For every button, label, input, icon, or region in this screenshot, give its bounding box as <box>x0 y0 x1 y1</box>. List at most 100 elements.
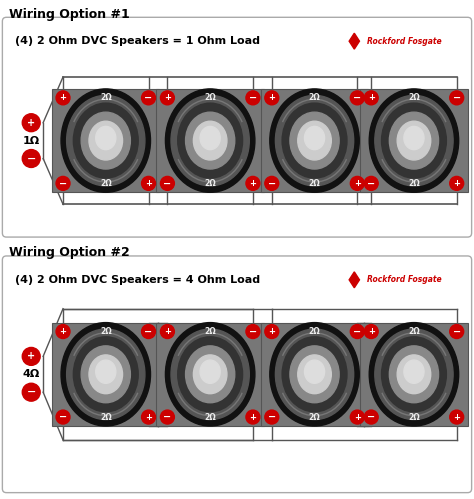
Text: +: + <box>249 179 256 188</box>
Ellipse shape <box>193 355 227 394</box>
Text: 2Ω: 2Ω <box>100 413 112 422</box>
Ellipse shape <box>81 346 130 403</box>
Text: −: − <box>145 93 153 103</box>
Text: 2Ω: 2Ω <box>100 179 112 188</box>
Circle shape <box>142 91 155 105</box>
Ellipse shape <box>404 126 424 150</box>
Ellipse shape <box>397 355 431 394</box>
Circle shape <box>56 177 70 190</box>
Ellipse shape <box>61 89 151 192</box>
Text: Rockford Fosgate: Rockford Fosgate <box>367 275 442 284</box>
Text: +: + <box>164 327 171 336</box>
Circle shape <box>161 410 174 424</box>
Ellipse shape <box>404 360 424 383</box>
Text: 2Ω: 2Ω <box>309 179 320 188</box>
Text: −: − <box>249 326 257 336</box>
Ellipse shape <box>282 337 347 412</box>
Text: +: + <box>453 179 460 188</box>
Ellipse shape <box>171 95 249 186</box>
Text: +: + <box>60 93 66 102</box>
Ellipse shape <box>275 329 354 420</box>
Ellipse shape <box>389 346 438 403</box>
Circle shape <box>22 347 40 365</box>
Text: −: − <box>268 412 276 422</box>
Circle shape <box>265 91 279 105</box>
Ellipse shape <box>389 112 438 169</box>
Ellipse shape <box>185 112 235 169</box>
Circle shape <box>350 324 364 338</box>
Text: +: + <box>27 118 35 128</box>
Ellipse shape <box>304 126 325 150</box>
Text: +: + <box>354 179 361 188</box>
Ellipse shape <box>96 360 116 383</box>
Ellipse shape <box>382 103 447 178</box>
Circle shape <box>161 177 174 190</box>
Circle shape <box>246 177 260 190</box>
Text: 4Ω: 4Ω <box>23 369 40 379</box>
Text: (4) 2 Ohm DVC Speakers = 4 Ohm Load: (4) 2 Ohm DVC Speakers = 4 Ohm Load <box>15 275 260 285</box>
Ellipse shape <box>165 322 255 426</box>
Ellipse shape <box>369 322 459 426</box>
Text: +: + <box>368 327 375 336</box>
Text: −: − <box>27 154 36 164</box>
Text: 2Ω: 2Ω <box>309 413 320 422</box>
Text: Wiring Option #1: Wiring Option #1 <box>9 8 130 21</box>
Circle shape <box>246 324 260 338</box>
Text: +: + <box>368 93 375 102</box>
Ellipse shape <box>200 360 220 383</box>
Ellipse shape <box>369 89 459 192</box>
FancyBboxPatch shape <box>261 322 368 426</box>
FancyBboxPatch shape <box>2 256 472 493</box>
Circle shape <box>450 177 464 190</box>
Circle shape <box>56 324 70 338</box>
FancyBboxPatch shape <box>261 89 368 192</box>
Ellipse shape <box>290 346 339 403</box>
Text: +: + <box>145 179 152 188</box>
FancyBboxPatch shape <box>2 17 472 237</box>
Text: +: + <box>60 327 66 336</box>
Text: +: + <box>453 413 460 422</box>
Circle shape <box>265 410 279 424</box>
Text: +: + <box>354 413 361 422</box>
Text: 2Ω: 2Ω <box>204 179 216 188</box>
Text: −: − <box>353 93 361 103</box>
Ellipse shape <box>96 126 116 150</box>
Ellipse shape <box>171 329 249 420</box>
Text: −: − <box>59 178 67 188</box>
Circle shape <box>56 410 70 424</box>
Ellipse shape <box>67 329 145 420</box>
Text: 2Ω: 2Ω <box>309 327 320 336</box>
Text: Rockford Fosgate: Rockford Fosgate <box>367 36 442 46</box>
Ellipse shape <box>193 121 227 160</box>
Circle shape <box>22 114 40 132</box>
Circle shape <box>364 91 378 105</box>
Ellipse shape <box>61 322 151 426</box>
Circle shape <box>350 177 364 190</box>
Ellipse shape <box>397 121 431 160</box>
Text: −: − <box>27 387 36 397</box>
FancyBboxPatch shape <box>360 322 468 426</box>
Text: 2Ω: 2Ω <box>204 327 216 336</box>
Ellipse shape <box>270 89 359 192</box>
Ellipse shape <box>81 112 130 169</box>
Ellipse shape <box>375 95 453 186</box>
Text: −: − <box>59 412 67 422</box>
Ellipse shape <box>382 337 447 412</box>
Ellipse shape <box>290 112 339 169</box>
Text: −: − <box>268 178 276 188</box>
Circle shape <box>450 410 464 424</box>
Circle shape <box>350 410 364 424</box>
Circle shape <box>450 91 464 105</box>
Circle shape <box>161 91 174 105</box>
Circle shape <box>142 324 155 338</box>
Text: 2Ω: 2Ω <box>100 327 112 336</box>
Ellipse shape <box>185 346 235 403</box>
Text: −: − <box>164 412 172 422</box>
Polygon shape <box>349 272 359 288</box>
Text: 2Ω: 2Ω <box>408 179 420 188</box>
Text: 2Ω: 2Ω <box>100 93 112 102</box>
Text: −: − <box>249 93 257 103</box>
Ellipse shape <box>304 360 325 383</box>
Ellipse shape <box>282 103 347 178</box>
FancyBboxPatch shape <box>52 322 159 426</box>
